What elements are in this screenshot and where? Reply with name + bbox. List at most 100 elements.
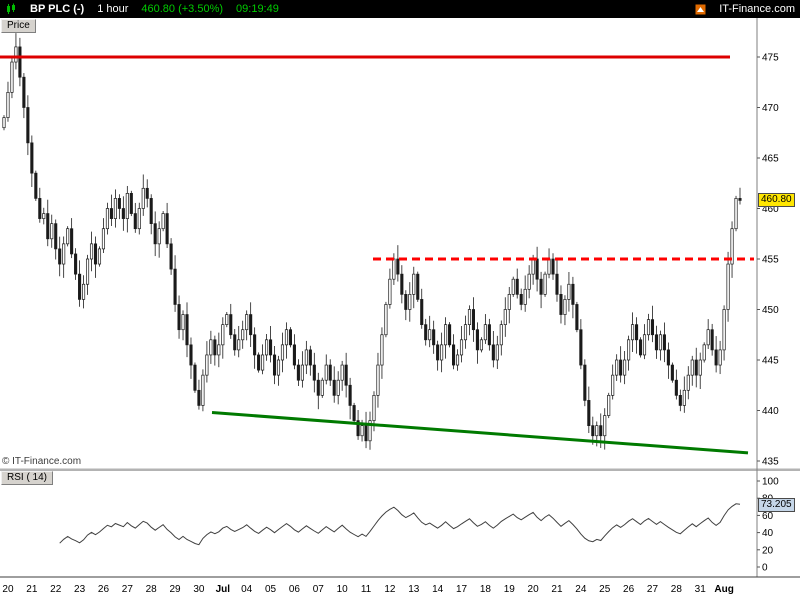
- candle-body: [62, 243, 66, 265]
- candle-body: [34, 172, 38, 199]
- x-axis-label: Jul: [216, 584, 231, 595]
- candle-body: [113, 198, 117, 219]
- candle-body: [193, 364, 197, 391]
- candle: [428, 315, 432, 348]
- candle: [121, 196, 125, 231]
- candle-body: [237, 339, 241, 351]
- candle-body: [58, 248, 62, 265]
- candle-body: [738, 198, 742, 201]
- candle: [70, 218, 74, 259]
- candle: [662, 322, 666, 363]
- x-axis-label: 24: [575, 584, 587, 595]
- candle-body: [483, 324, 487, 341]
- candle-body: [599, 425, 603, 437]
- candle: [261, 344, 265, 375]
- x-axis-label: Aug: [714, 584, 733, 595]
- candle: [233, 328, 237, 356]
- candle: [145, 179, 149, 208]
- candle: [650, 305, 655, 343]
- candle: [2, 115, 6, 131]
- candle-body: [173, 268, 177, 305]
- candle: [352, 402, 356, 424]
- candle-body: [149, 198, 153, 224]
- rsi-axis-label: 100: [762, 477, 779, 488]
- candle-body: [177, 304, 181, 331]
- x-axis-label: 21: [551, 584, 563, 595]
- candle: [193, 362, 197, 393]
- candle: [253, 327, 257, 369]
- candle: [137, 202, 141, 235]
- candle-body: [93, 243, 98, 265]
- x-axis-label: 06: [289, 584, 301, 595]
- x-axis-label: 27: [647, 584, 659, 595]
- x-axis-label: 12: [384, 584, 396, 595]
- candle: [698, 352, 702, 389]
- candle-body: [30, 142, 34, 174]
- candle-body: [340, 364, 344, 381]
- candle: [627, 335, 631, 371]
- candle-body: [245, 314, 249, 331]
- candle-body: [400, 273, 404, 295]
- candle: [710, 323, 714, 356]
- panel-divider[interactable]: [0, 468, 800, 472]
- candle-body: [18, 46, 22, 78]
- candle-body: [229, 314, 233, 336]
- candle-body: [165, 213, 169, 245]
- candle-body: [424, 324, 428, 341]
- candle-body: [591, 425, 595, 437]
- candle-body: [555, 273, 559, 295]
- it-finance-logo-icon: [695, 4, 706, 14]
- candle: [459, 325, 464, 363]
- price-axis[interactable]: 475 470 465 460 455 450 445 440 435: [757, 53, 779, 468]
- rsi-axis-label: 60: [762, 511, 774, 522]
- candle-body: [428, 329, 432, 341]
- candle-body: [189, 344, 193, 366]
- candle: [364, 411, 368, 449]
- support-trendline[interactable]: [211, 411, 749, 455]
- candle: [436, 340, 440, 371]
- candle-body: [161, 213, 165, 230]
- candle-body: [54, 223, 58, 250]
- candle-body: [105, 208, 109, 230]
- price-axis-label: 465: [762, 154, 779, 165]
- candle-body: [153, 223, 157, 245]
- candle-body: [269, 339, 273, 356]
- x-axis-label: 27: [122, 584, 134, 595]
- tab-rsi[interactable]: RSI ( 14): [1, 471, 54, 485]
- candle-body: [714, 349, 718, 366]
- candle: [209, 330, 213, 364]
- candle: [46, 199, 50, 247]
- x-axis-label: 23: [74, 584, 86, 595]
- x-axis-label: 05: [265, 584, 277, 595]
- x-axis-label: 30: [193, 584, 205, 595]
- candle-body: [169, 243, 173, 270]
- candle-body: [288, 329, 292, 346]
- candle: [420, 288, 424, 329]
- candle: [165, 202, 169, 248]
- candle: [62, 236, 66, 278]
- candle: [66, 226, 70, 247]
- candle: [479, 337, 483, 353]
- candle-body: [448, 324, 452, 346]
- candle: [706, 319, 710, 349]
- tab-price[interactable]: Price: [1, 19, 36, 33]
- price-axis-label: 445: [762, 356, 779, 367]
- candle-body: [658, 334, 662, 351]
- price-axis-label: 450: [762, 305, 779, 316]
- candle-body: [654, 334, 659, 351]
- candle: [475, 322, 479, 364]
- candle: [237, 325, 241, 358]
- candle-body: [412, 273, 416, 295]
- rsi-axis[interactable]: 100806040200: [757, 477, 779, 574]
- candle-body: [201, 374, 205, 406]
- price-axis-label: 475: [762, 53, 779, 64]
- x-axis[interactable]: 20 21 22 23 26 27 28 29 30 Jul 04 05 06 07 10 11 12 13 14 1…: [2, 584, 733, 595]
- candle: [26, 95, 30, 156]
- candle: [320, 377, 324, 398]
- candle: [452, 334, 456, 370]
- candle: [42, 207, 46, 225]
- rsi-axis-label: 40: [762, 528, 774, 539]
- candle: [455, 349, 460, 371]
- candle-body: [563, 299, 567, 315]
